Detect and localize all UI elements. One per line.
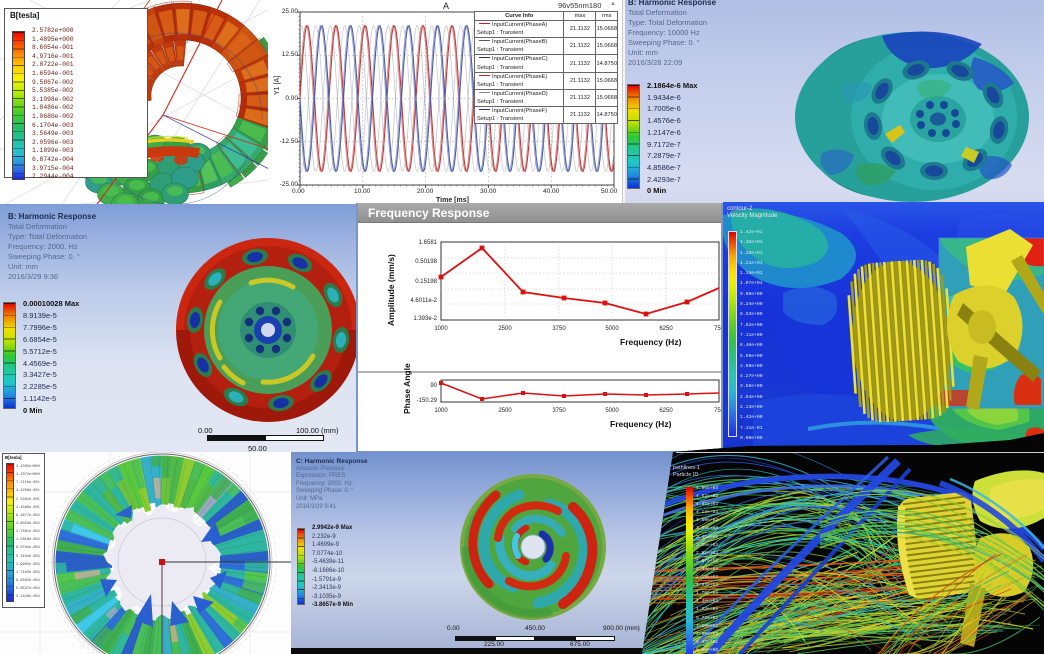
svg-text:5000: 5000 bbox=[605, 408, 619, 414]
svg-text:Phase Angle: Phase Angle bbox=[402, 363, 412, 414]
svg-text:90: 90 bbox=[430, 383, 437, 389]
svg-text:2500: 2500 bbox=[498, 408, 512, 414]
svg-text:0.50198: 0.50198 bbox=[415, 259, 437, 265]
svg-text:0.15198: 0.15198 bbox=[415, 279, 437, 285]
svg-text:1.6581: 1.6581 bbox=[419, 240, 438, 246]
svg-text:Frequency (Hz): Frequency (Hz) bbox=[620, 337, 682, 347]
svg-text:2500: 2500 bbox=[498, 326, 512, 332]
svg-text:1000: 1000 bbox=[434, 326, 448, 332]
svg-text:Amplitude (mm/s): Amplitude (mm/s) bbox=[386, 254, 396, 326]
svg-text:6250: 6250 bbox=[659, 408, 673, 414]
svg-text:1.393e-2: 1.393e-2 bbox=[413, 316, 437, 322]
svg-text:3750: 3750 bbox=[552, 408, 566, 414]
svg-text:4.6011e-2: 4.6011e-2 bbox=[410, 298, 437, 304]
svg-text:750: 750 bbox=[714, 326, 721, 332]
svg-text:3750: 3750 bbox=[552, 326, 566, 332]
svg-text:5000: 5000 bbox=[605, 326, 619, 332]
svg-text:6250: 6250 bbox=[659, 326, 673, 332]
svg-text:1000: 1000 bbox=[434, 408, 448, 414]
svg-text:-150.29: -150.29 bbox=[417, 398, 438, 404]
svg-text:Frequency (Hz): Frequency (Hz) bbox=[610, 419, 672, 429]
svg-text:750: 750 bbox=[714, 408, 721, 414]
